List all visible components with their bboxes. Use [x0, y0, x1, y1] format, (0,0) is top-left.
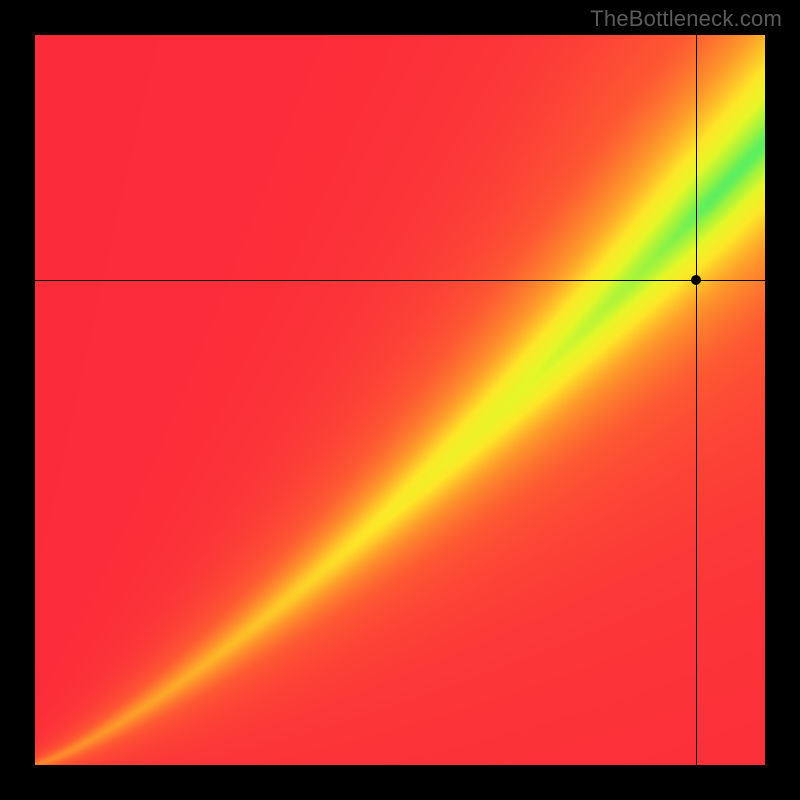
crosshair-horizontal [35, 280, 765, 281]
crosshair-vertical [696, 35, 697, 765]
heatmap-plot-area [35, 35, 765, 765]
heatmap-canvas [35, 35, 765, 765]
watermark-text: TheBottleneck.com [590, 6, 782, 32]
crosshair-marker [691, 275, 701, 285]
